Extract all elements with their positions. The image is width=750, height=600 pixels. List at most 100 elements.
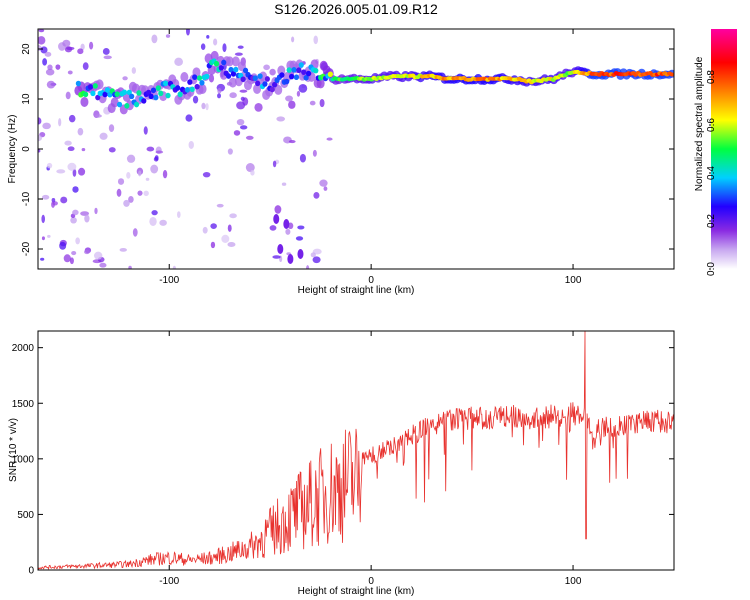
spectrogram-ridge-core [136,90,142,96]
colorbar-tick-label: 0.0 [706,262,717,276]
spectrogram-speckle [269,68,276,76]
spectrogram-ridge-core [269,86,275,93]
spectrogram-speckle [102,48,110,55]
colorbar-tick-label: 0.6 [706,118,717,132]
spectrogram-speckle [277,244,284,254]
spectrogram-speckle [291,36,295,43]
spectrogram-speckle [172,265,177,269]
snr-frame [37,330,675,571]
spectrogram-ridge-core [199,79,205,86]
spectrogram-speckle [210,241,216,249]
spectrogram-ridge-core [298,62,304,68]
spectrogram-speckle [58,118,62,127]
spectrogram-speckle [64,46,73,53]
spectrogram-speckle [38,134,43,142]
spectrogram-speckle [273,214,280,224]
spectrogram-ridge-halo [228,77,237,88]
spectrogram-speckle [276,116,286,122]
spectrogram-speckle [288,140,296,144]
spectrogram-speckle [108,147,116,153]
spectrogram-speckle [245,163,255,173]
spectrogram-speckle [200,43,206,50]
spectrogram-speckle [177,211,181,218]
spectrogram-ridge-core [177,91,183,98]
spectrogram-speckle [150,164,159,174]
y-tick-label: 500 [17,510,34,521]
spectrogram-speckle [310,252,316,258]
spectrogram-speckle [309,100,316,106]
spectrogram-ridge-core [187,79,193,85]
spectrogram-speckle [216,203,224,208]
spectrogram-speckle [119,247,127,252]
spectrogram-speckle [254,103,263,112]
spectrogram-ridge-core [116,101,123,108]
spectrogram-speckle [217,93,222,99]
x-tick-label: -100 [159,576,179,587]
spectrogram-ridge-core [184,87,191,93]
spectrogram-speckle [245,135,254,140]
spectrogram-speckle [42,122,51,130]
spectrogram-speckle [236,118,245,126]
spectrogram-ridge-core [225,73,232,79]
spectrogram-ridge-core [153,94,159,101]
spectrogram-speckle [128,196,134,203]
spectrogram-speckle [78,167,86,176]
spectrogram-speckle [46,80,56,89]
spectrogram-ridge-core [313,67,319,74]
spectrogram-ridge-core [121,89,128,96]
spectrogram-speckle [296,90,301,97]
spectrogram-speckle [67,70,73,75]
spectrogram-speckle [62,39,71,47]
colorbar-tick-label: 0.4 [706,166,717,180]
spectrogram-speckle [283,219,290,229]
spectrogram-ridge-core [279,72,285,78]
spectrogram-ridge-core [92,83,98,89]
spectrogram-speckle [165,34,171,38]
spectrogram-speckle [313,35,319,45]
spectrogram-speckle [263,64,270,71]
spectrogram-ridge-core [196,75,203,81]
spectrogram-ridge-core [124,103,130,109]
snr-ylabel: SNR (10 * v/v) [8,418,19,482]
spectrogram-speckle [122,76,128,81]
spectrogram-speckle [143,190,149,197]
spectrogram-heatmap [38,29,674,269]
spectrogram-speckle [47,234,51,238]
spectrogram-ridge-core [301,69,307,75]
spectrogram-speckle [99,262,107,268]
spectrogram-speckle [40,257,45,261]
spectrogram-speckle [222,43,227,53]
spectrogram-speckle [297,249,304,259]
spectrogram-speckle [145,177,150,181]
spectrogram-speckle [71,250,77,256]
spectrogram-speckle [217,87,222,94]
spectrogram-speckle [210,223,217,229]
spectrogram-speckle [155,150,164,154]
spectrogram-speckle [41,214,45,224]
spectrogram-ridge-core [296,67,302,74]
spectrogram-speckle [93,251,103,260]
chart-title: S126.2026.005.01.09.R12 [274,1,438,17]
spectrogram-ridge-core [305,70,312,77]
spectrogram-speckle [56,169,66,174]
spectrogram-speckle [67,162,77,171]
spectrogram-speckle [77,48,84,55]
spectrogram-speckle [70,217,77,224]
y-tick-label: 0 [21,146,32,152]
spectrogram-speckle [128,265,132,269]
spectrogram-speckle [38,149,41,153]
spectrogram-ridge-core [221,59,227,66]
spectrogram-ridge-halo [225,56,234,67]
colorbar-label: Normalized spectral amplitude [694,56,705,191]
spectrogram-speckle [45,68,55,76]
spectrogram-ridge-core [141,98,147,104]
spectrogram-ridge-core [230,71,237,77]
spectrogram-speckle [46,162,53,169]
spectrogram-speckle [162,169,168,179]
spectrogram-speckle [306,265,310,269]
spectrogram-speckle [149,216,157,226]
spectrogram-ridge-core [158,90,164,97]
spectrogram-speckle [236,101,246,110]
spectrogram-ridge-core [204,73,210,80]
